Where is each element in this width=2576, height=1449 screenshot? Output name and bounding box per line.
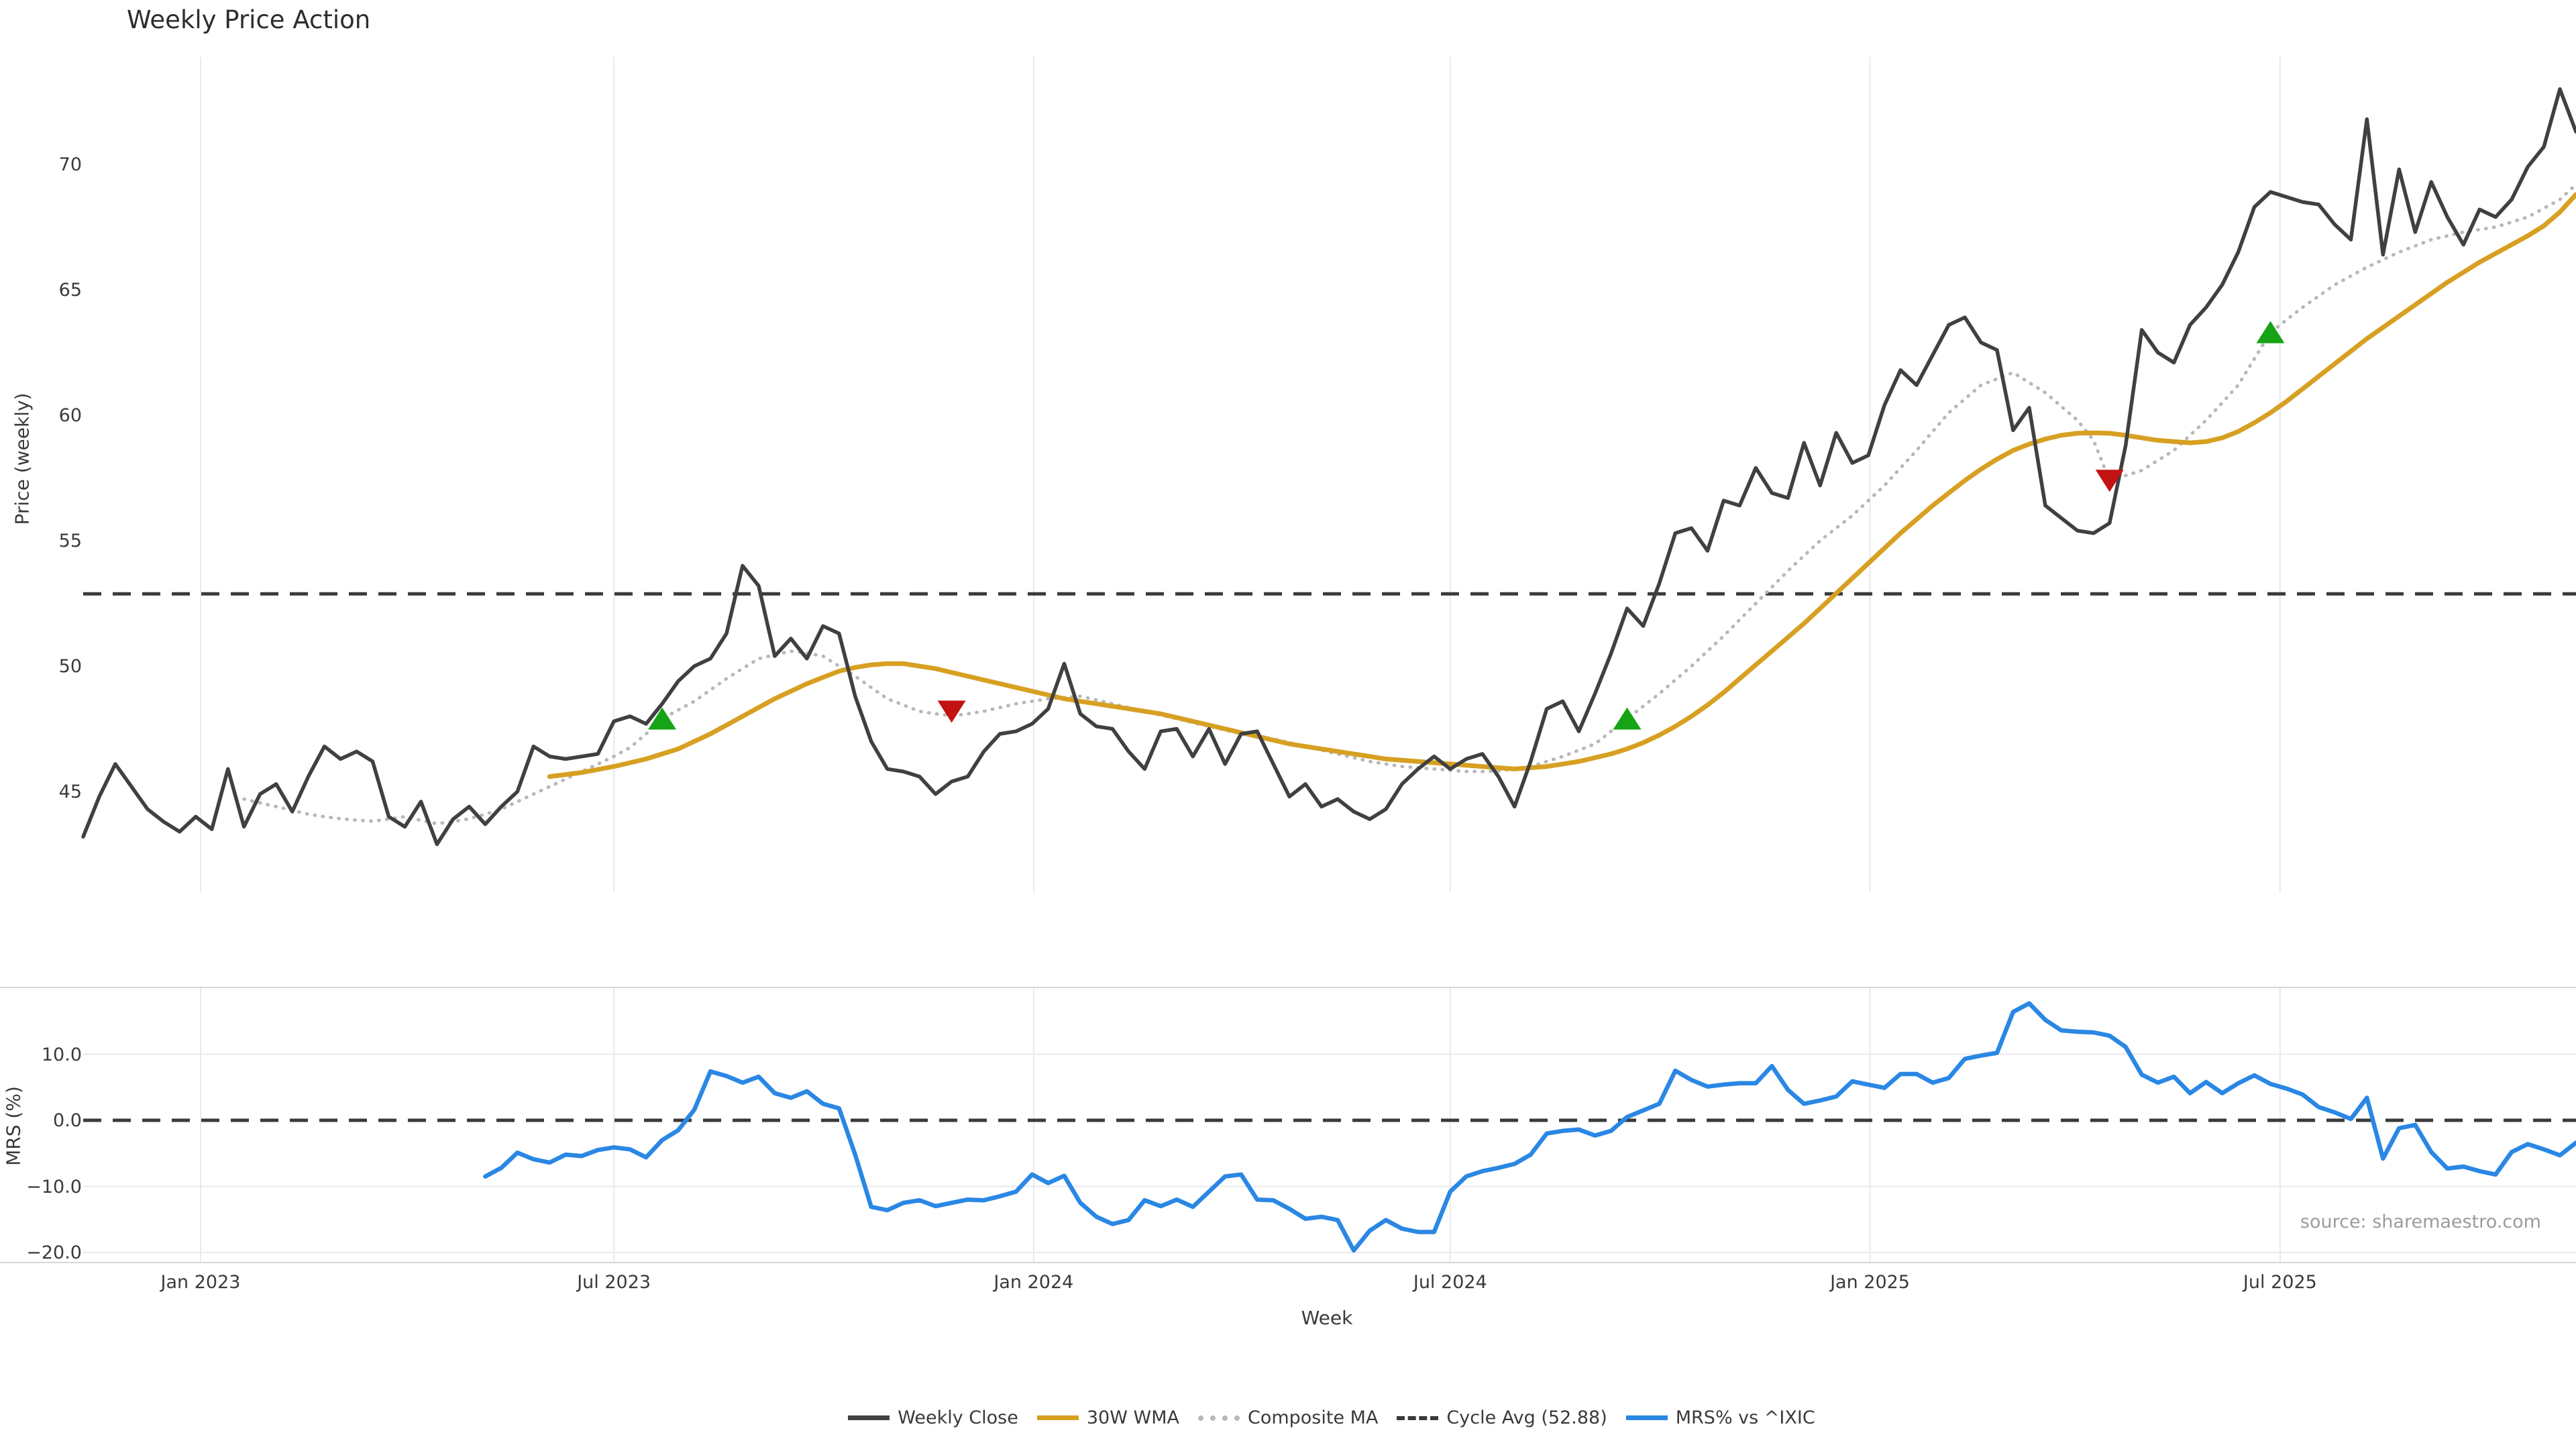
legend-label-composite-ma: Composite MA [1247, 1407, 1379, 1428]
legend-item-composite-ma: Composite MA [1197, 1407, 1379, 1428]
price-axis-label: Price (weekly) [11, 392, 34, 525]
legend-label-weekly-close: Weekly Close [898, 1407, 1018, 1428]
legend-swatch-composite-ma [1197, 1415, 1240, 1421]
xtick-label: Jul 2024 [1413, 1272, 1487, 1293]
mrs-ytick-label: 0.0 [53, 1110, 82, 1131]
legend-swatch-30w-wma [1036, 1415, 1079, 1420]
legend-item-cycle-avg: Cycle Avg (52.88) [1397, 1407, 1607, 1428]
sell-signal-marker [937, 700, 966, 723]
xtick-label: Jan 2023 [160, 1272, 241, 1293]
xtick-label: Jan 2024 [994, 1272, 1074, 1293]
mrs-line [483, 1001, 2576, 1253]
price-ytick-label: 65 [58, 280, 82, 301]
legend-swatch-weekly-close [848, 1415, 890, 1420]
mrs-ytick-label: −20.0 [26, 1242, 82, 1263]
buy-signal-marker [2256, 321, 2285, 343]
price-ytick-label: 45 [58, 782, 82, 802]
xtick-label: Jan 2025 [1830, 1272, 1910, 1293]
buy-signal-marker [648, 707, 677, 730]
legend: Weekly Close 30W WMA Composite MA Cycle … [0, 1407, 2576, 1428]
composite-ma-line [242, 182, 2576, 826]
legend-label-30w-wma: 30W WMA [1086, 1407, 1179, 1428]
xtick-label: Jul 2023 [577, 1272, 651, 1293]
mrs-ytick-label: −10.0 [26, 1176, 82, 1197]
legend-item-weekly-close: Weekly Close [848, 1407, 1018, 1428]
legend-label-mrs: MRS% vs ^IXIC [1675, 1407, 1815, 1428]
price-ytick-label: 55 [58, 531, 82, 551]
legend-label-cycle-avg: Cycle Avg (52.88) [1446, 1407, 1607, 1428]
legend-item-mrs: MRS% vs ^IXIC [1625, 1407, 1815, 1428]
chart-title: Weekly Price Action [127, 5, 371, 34]
weekly-close-line [81, 87, 2576, 847]
price-ytick-label: 60 [58, 405, 82, 426]
buy-signal-marker [1613, 707, 1642, 730]
xtick-label: Jul 2025 [2243, 1272, 2317, 1293]
price-ytick-label: 50 [58, 656, 82, 677]
legend-swatch-cycle-avg [1397, 1415, 1439, 1420]
source-credit: source: sharemaestro.com [2300, 1212, 2541, 1232]
price-ytick-label: 70 [58, 154, 82, 175]
mrs-ytick-label: 10.0 [41, 1044, 82, 1065]
legend-swatch-mrs [1625, 1415, 1668, 1420]
sell-signal-marker [2095, 470, 2124, 492]
x-axis-label: Week [1301, 1307, 1353, 1329]
wma-line [547, 192, 2576, 780]
legend-item-30w-wma: 30W WMA [1036, 1407, 1179, 1428]
